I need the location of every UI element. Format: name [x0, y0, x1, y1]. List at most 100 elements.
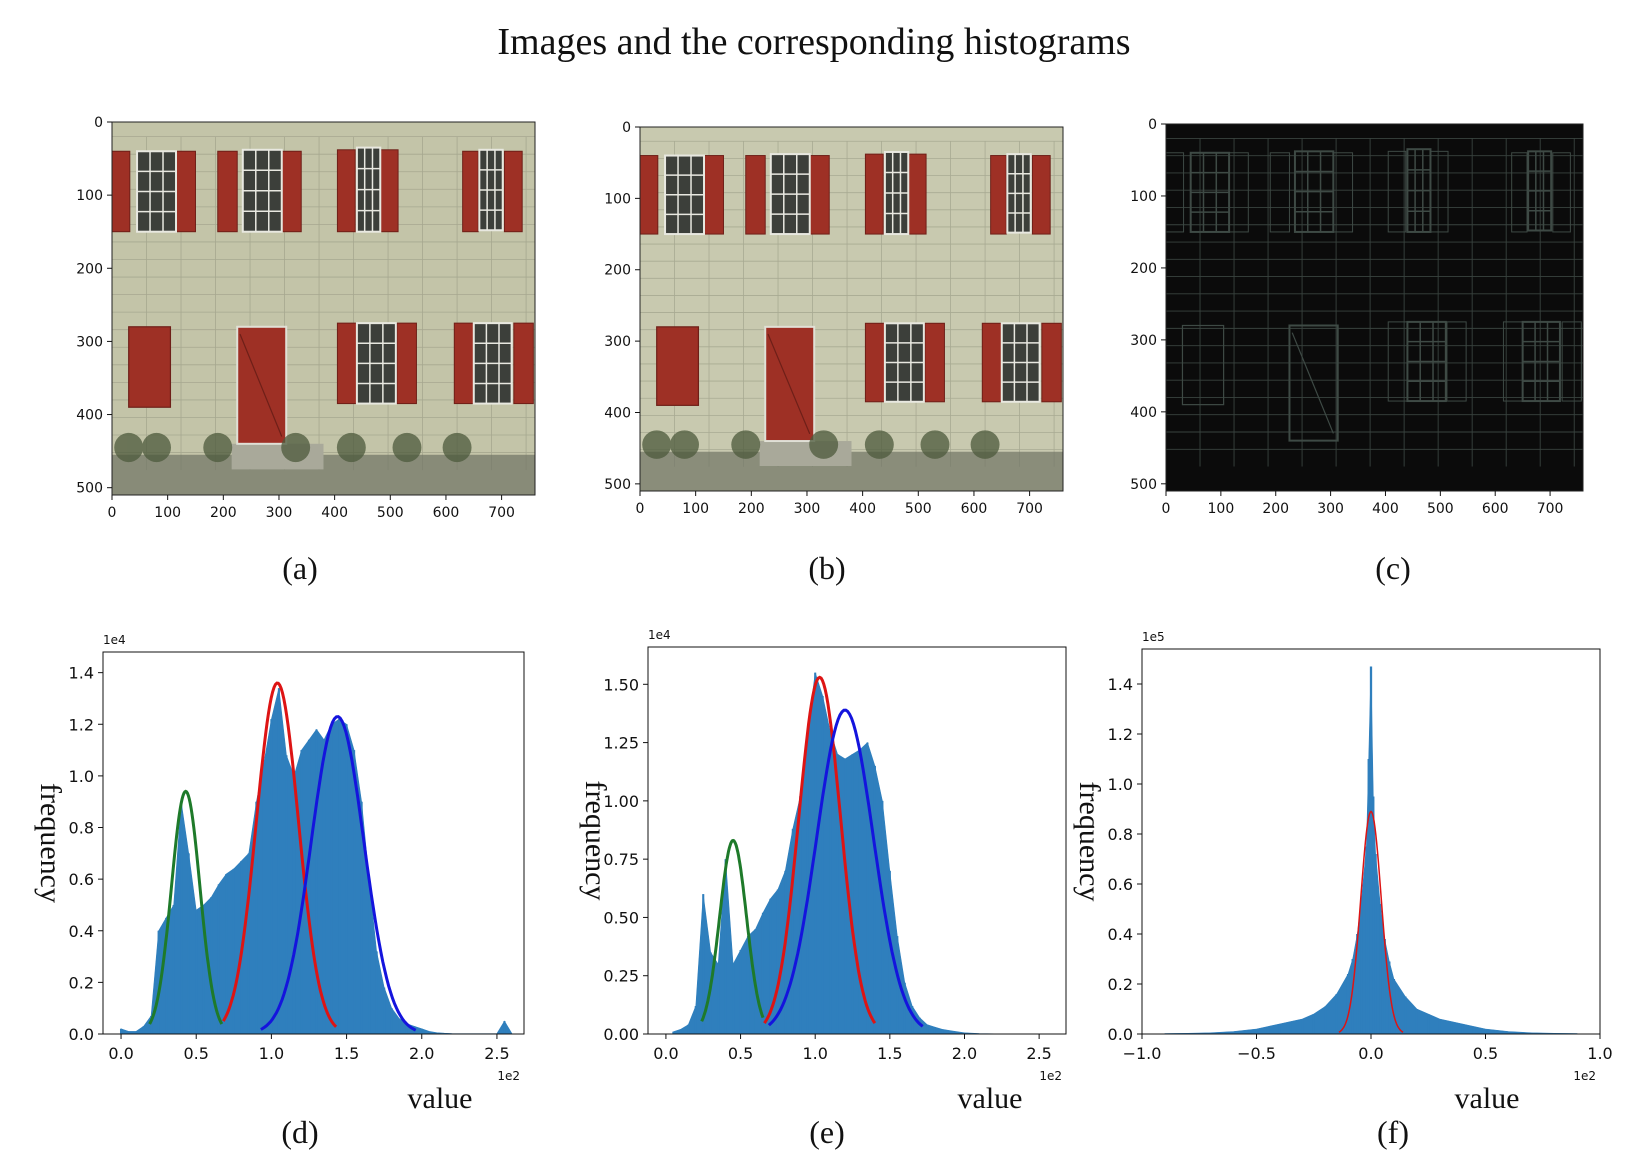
- histogram-bar: [717, 964, 720, 1034]
- x-tick-label: 500: [905, 501, 932, 517]
- gaussian-fit-red: [763, 675, 877, 1024]
- histogram-bar: [330, 724, 333, 1034]
- x-axis-label: value: [408, 1082, 473, 1115]
- histogram-bar: [1383, 939, 1386, 1034]
- shutter: [924, 322, 945, 403]
- histogram-bar: [844, 758, 847, 1034]
- y-tick-label: 200: [1130, 261, 1157, 277]
- bushes: [642, 430, 1000, 459]
- windows: [664, 150, 1041, 403]
- y-axis-label: frequency: [34, 783, 67, 903]
- histogram-bar: [799, 796, 802, 1034]
- histogram-bar: [1461, 1024, 1464, 1034]
- x-tick-label: 100: [682, 501, 709, 517]
- histogram-bar: [180, 801, 183, 1034]
- y-tick-label: 0.25: [603, 967, 639, 986]
- door-brace: [239, 333, 283, 437]
- chart-caption: (d): [281, 1114, 318, 1150]
- bush: [864, 430, 894, 459]
- bush: [142, 432, 171, 463]
- histogram-bar: [873, 765, 876, 1034]
- shutter: [1561, 321, 1582, 402]
- histogram-bar: [1379, 904, 1382, 1034]
- y-tick-label: 400: [76, 408, 103, 424]
- histogram-bar: [1450, 1021, 1453, 1034]
- histogram-bar: [172, 904, 175, 1034]
- bush: [336, 432, 366, 463]
- histogram-bar: [1388, 961, 1391, 1034]
- x-tick-label: 100: [1208, 501, 1235, 517]
- gaussian-fit-blue: [767, 708, 924, 1028]
- y-tick-label: 1.4: [69, 664, 94, 683]
- histogram-bar: [360, 801, 363, 1034]
- histogram-bar: [911, 1006, 914, 1034]
- shutter: [639, 155, 659, 235]
- x-tick-label: 2.0: [409, 1044, 434, 1063]
- plot-area: [672, 672, 996, 1034]
- plot-ticks: 0.0 0.5 1.0 1.5 2.0 2.5 0.0 0.2 0.4 0.6 0.8 1.0 1.2 1…: [69, 664, 510, 1063]
- x-tick-label: 1.5: [334, 1044, 359, 1063]
- image-ticks: 0 100 200 300 400 500 600 700 0 100 200 300 400 500: [76, 115, 515, 521]
- histogram-bar: [247, 853, 250, 1034]
- shutter: [907, 153, 927, 235]
- histogram-bar: [791, 828, 794, 1034]
- x-tick-label: −0.5: [1237, 1044, 1276, 1063]
- y-tick-label: 1.0: [1108, 775, 1133, 794]
- histogram-bar: [210, 897, 213, 1034]
- y-tick-label: 300: [1130, 333, 1157, 349]
- y-tick-label: 0.6: [1108, 875, 1133, 894]
- histogram-bar: [1372, 796, 1375, 1034]
- plot-area: [1163, 666, 1579, 1034]
- y-tick-label: 1.0: [69, 767, 94, 786]
- x-tick-label: 500: [1427, 501, 1454, 517]
- histogram-bar: [1484, 1029, 1487, 1034]
- image-panel-original: 0 100 200 300 400 500 600 700 0 100 200 300 400 500 (a…: [76, 115, 536, 586]
- gaussian-fit-blue: [260, 715, 417, 1032]
- x-tick-label: 0: [1162, 501, 1171, 517]
- y-axis-label: frequency: [579, 781, 612, 901]
- histogram-bar: [1278, 1024, 1281, 1034]
- y-tick-label: 0: [1148, 117, 1157, 133]
- image-panels: 0 100 200 300 400 500 600 700 0 100 200 300 400 500 (a…: [76, 115, 1584, 586]
- histogram-bar: [300, 750, 303, 1034]
- histogram-bar: [202, 904, 205, 1034]
- histogram-bar: [1369, 666, 1373, 1034]
- histogram-bar: [1374, 854, 1377, 1034]
- shutter: [1511, 152, 1528, 233]
- shutter: [1269, 152, 1290, 233]
- histogram-bar: [1507, 1031, 1510, 1034]
- histogram-bar: [1415, 1009, 1418, 1034]
- histogram-bar: [428, 1031, 431, 1034]
- lower-shutter: [1181, 324, 1225, 406]
- histogram-bar: [368, 879, 371, 1034]
- histogram-bar: [769, 898, 772, 1034]
- histogram-bar: [255, 801, 258, 1034]
- plot-frame: [102, 651, 525, 1035]
- histogram-bar: [672, 1031, 675, 1034]
- y-tick-label: 0: [622, 120, 631, 136]
- shutter: [111, 150, 131, 233]
- image-caption: (a): [282, 550, 318, 586]
- y-tick-label: 0.4: [1108, 925, 1133, 944]
- x-tick-label: 700: [1016, 501, 1043, 517]
- histogram-bar: [277, 688, 280, 1034]
- image-ticks: 0 100 200 300 400 500 600 700 0 100 200 300 400 500: [1130, 117, 1563, 517]
- histogram-bar: [776, 889, 779, 1034]
- histogram-bars: [672, 672, 996, 1034]
- histogram-bar: [345, 724, 348, 1034]
- y-tick-label: 400: [1130, 405, 1157, 421]
- histogram-bar: [1351, 959, 1354, 1034]
- shutter: [809, 155, 830, 235]
- shutter: [1031, 155, 1051, 235]
- y-tick-label: 1.2: [69, 715, 94, 734]
- histogram-chart-1: 0.0 0.5 1.0 1.5 2.0 2.5 0.0 0.2 0.4 0.6 0.8 1.0 1.2 1…: [34, 633, 525, 1150]
- door: [1288, 324, 1339, 442]
- shutter: [503, 150, 523, 233]
- y-tick-label: 300: [76, 334, 103, 350]
- histogram-bar: [435, 1032, 438, 1034]
- histogram-bar: [307, 739, 311, 1034]
- door: [236, 325, 288, 445]
- shutter: [1552, 152, 1571, 233]
- histogram-bar: [292, 775, 296, 1034]
